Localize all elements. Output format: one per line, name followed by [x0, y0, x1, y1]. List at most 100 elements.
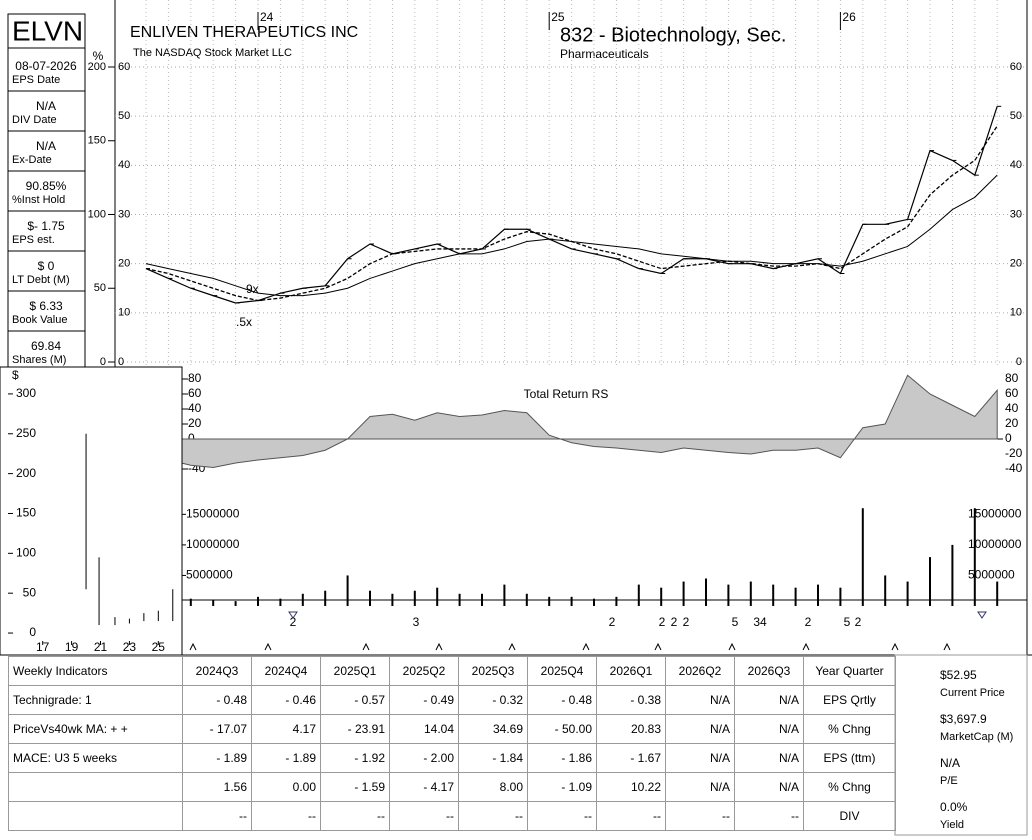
y-tick-label: 40 [118, 159, 130, 171]
table-cell [8, 801, 183, 831]
event-marker: 5 [732, 615, 739, 629]
table-cell: - 23.91 [320, 714, 390, 744]
y-tick-label: 30 [118, 208, 130, 220]
table-cell: 34.69 [458, 714, 528, 744]
y-tick-label: 40 [1005, 401, 1019, 415]
table-row: Technigrade: 1- 0.48- 0.46- 0.57- 0.49- … [8, 685, 896, 715]
caret [891, 642, 899, 651]
table-cell: 2025Q2 [389, 656, 459, 686]
table-cell: -- [251, 801, 321, 831]
table-cell: 2026Q3 [734, 656, 804, 686]
table-cell: - 1.92 [320, 743, 390, 773]
exchange: The NASDAQ Stock Market LLC [133, 47, 292, 59]
table-cell: N/A [734, 743, 804, 773]
volume-bar [458, 593, 461, 606]
table-cell: -- [527, 801, 597, 831]
volume-bar [369, 590, 371, 606]
table-cell: 14.04 [389, 714, 459, 744]
table-cell: -- [458, 801, 528, 831]
y-tick-label: 20 [188, 416, 202, 430]
y-tick-label: 20 [1010, 258, 1022, 270]
volume-bar [996, 581, 999, 606]
volume-bar [839, 587, 842, 606]
volume-bar [794, 587, 797, 606]
table-cell: - 0.32 [458, 685, 528, 715]
table-cell: -- [734, 801, 804, 831]
y2-tick-label: 0 [100, 356, 106, 368]
table-cell: Weekly Indicators [8, 656, 183, 686]
rs-area [145, 374, 998, 469]
y-tick-label: 50 [1010, 110, 1022, 122]
event-marker: 2 [805, 615, 812, 629]
volume-bar [234, 601, 237, 606]
y-tick-label: 5000000 [186, 568, 233, 582]
table-row: MACE: U3 5 weeks - 1.89- 1.89- 1.92- 2.00… [8, 743, 896, 773]
y-tick-label: 5000000 [968, 568, 1015, 582]
table-cell: - 1.59 [320, 772, 390, 802]
table-cell: - 2.00 [389, 743, 459, 773]
volume-bar [951, 544, 954, 606]
event-marker: 3 [413, 615, 420, 629]
sidebar-value: 69.84 [31, 339, 61, 353]
table-cell: 2026Q1 [596, 656, 666, 686]
event-marker: 2 [671, 615, 678, 629]
event-marker: 2 [609, 615, 616, 629]
caret [802, 642, 810, 651]
volume-bar [615, 596, 618, 606]
y-tick-label: 0 [1016, 356, 1022, 368]
y-tick-label: 10000000 [186, 537, 240, 551]
table-cell: - 4.17 [389, 772, 459, 802]
caret [508, 642, 516, 651]
subgroup: Pharmaceuticals [560, 47, 649, 61]
volume-bar [301, 593, 304, 606]
y-tick-label: 0 [1005, 431, 1012, 445]
volume-bar [481, 593, 483, 606]
y-tick-label: 60 [188, 386, 202, 400]
y-tick-label: 150 [16, 506, 36, 520]
table-cell: 2025Q1 [320, 656, 390, 686]
y-tick-label: 0 [118, 356, 124, 368]
event-marker: 2 [855, 615, 862, 629]
table-cell: EPS (ttm) [803, 743, 896, 773]
caret [654, 642, 662, 651]
ticker: ELVN [12, 15, 83, 46]
table-cell [8, 772, 183, 802]
table-cell: % Chng [803, 772, 896, 802]
y-tick-label: 60 [118, 61, 130, 73]
table-cell: - 0.48 [527, 685, 597, 715]
summary-label: MarketCap (M) [940, 731, 1013, 743]
table-cell: - 0.49 [389, 685, 459, 715]
table-cell: DIV [803, 801, 896, 831]
event-arrow [977, 611, 987, 619]
sidebar-label: Shares (M) [12, 354, 66, 366]
event-arrow [288, 611, 298, 619]
volume-bar [346, 575, 349, 606]
table-cell: Year Quarter [803, 656, 896, 686]
table-cell: - 1.89 [251, 743, 321, 773]
table-cell: 1.56 [182, 772, 252, 802]
volume-bar [257, 596, 259, 606]
volume-bar [861, 508, 864, 606]
indicator-table: Weekly Indicators 2024Q3 2024Q4 2025Q1 2025Q… [8, 656, 896, 831]
y-tick-label: 50 [118, 110, 130, 122]
event-marker: 2 [290, 615, 297, 629]
x-tick-label: 25 [152, 640, 166, 654]
volume-bar [189, 598, 192, 606]
volume-bar [884, 575, 887, 606]
summary-value: $52.95 [940, 668, 977, 682]
y-tick-label: 10 [1010, 307, 1022, 319]
table-cell: - 0.57 [320, 685, 390, 715]
table-cell: 10.22 [596, 772, 666, 802]
range-box [0, 366, 183, 656]
y-tick-label: 80 [1005, 371, 1019, 385]
volume-bar [929, 557, 931, 606]
percent-unit: % [93, 49, 104, 63]
sidebar-value: N/A [36, 139, 56, 153]
x-tick-label: 26 [842, 10, 856, 24]
volume-bar [413, 590, 416, 606]
table-row: -- -- -- -- -- -- -- -- -- DIV [8, 801, 896, 831]
caret [362, 642, 370, 651]
summary-label: Yield [940, 819, 964, 831]
table-cell: 0.00 [251, 772, 321, 802]
y-axis-label: $ [12, 368, 19, 382]
